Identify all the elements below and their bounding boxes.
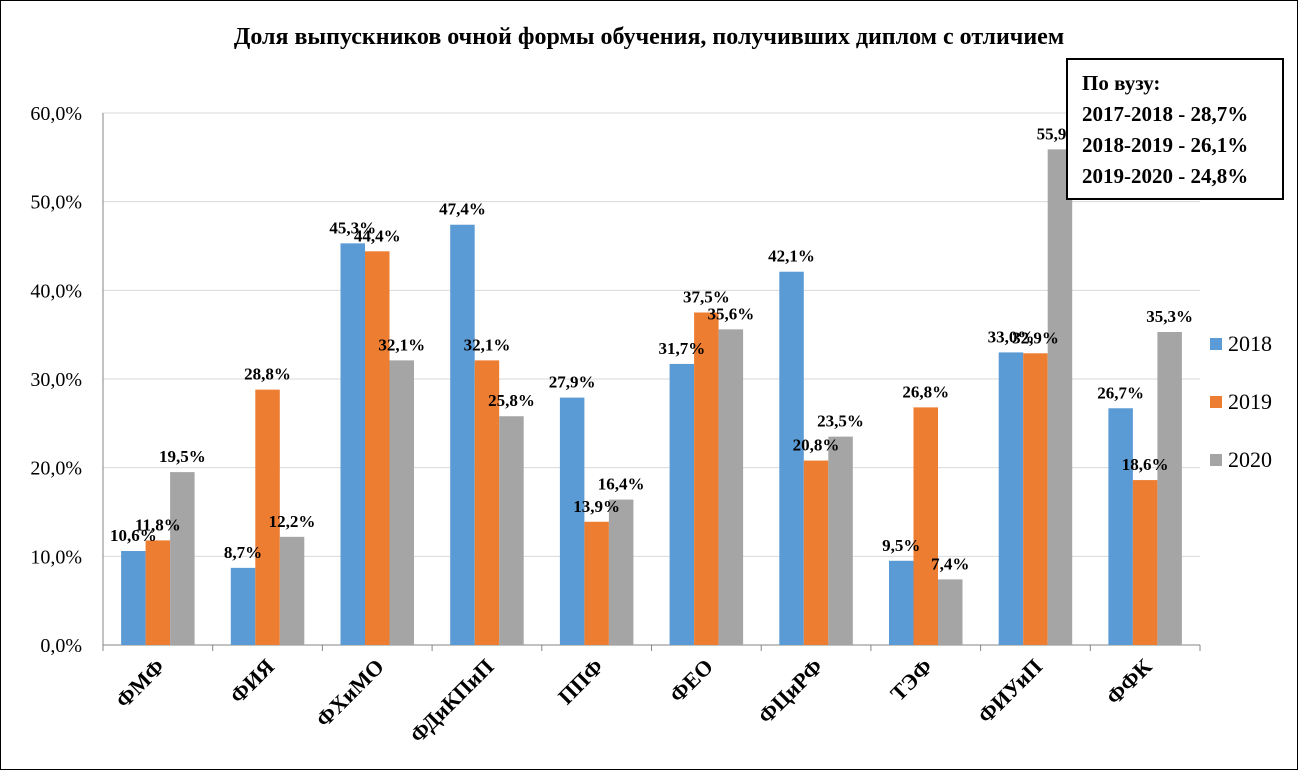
summary-line-2017-2018: 2017-2018 - 28,7% bbox=[1082, 102, 1249, 126]
bar-2018-7 bbox=[779, 271, 804, 645]
category-label: ФФК bbox=[1101, 654, 1157, 710]
legend-swatch-2018 bbox=[1210, 338, 1222, 350]
category-label: ФЦиРФ bbox=[753, 654, 828, 729]
category-label: ФМФ bbox=[111, 654, 170, 713]
y-tick-label: 50,0% bbox=[30, 192, 82, 214]
y-tick-label: 20,0% bbox=[30, 458, 82, 480]
data-label: 35,3% bbox=[1146, 307, 1193, 326]
legend-label-2020: 2020 bbox=[1228, 447, 1272, 472]
bar-2020-10 bbox=[1157, 332, 1182, 645]
bar-2020-3 bbox=[389, 360, 414, 645]
data-label: 35,6% bbox=[707, 304, 754, 323]
data-label: 32,1% bbox=[464, 335, 511, 354]
bar-2019-3 bbox=[365, 251, 390, 645]
bar-2020-7 bbox=[828, 436, 853, 645]
bar-2018-6 bbox=[669, 363, 695, 645]
bar-2019-9 bbox=[1023, 353, 1048, 645]
category-label: ФИУиП bbox=[973, 654, 1047, 728]
data-label: 28,8% bbox=[244, 365, 291, 384]
data-label: 25,8% bbox=[488, 391, 535, 410]
bar-2018-10 bbox=[1108, 408, 1133, 645]
y-tick-label: 60,0% bbox=[30, 103, 82, 125]
data-label: 27,9% bbox=[549, 373, 596, 392]
data-label: 20,8% bbox=[793, 436, 840, 455]
data-label: 19,5% bbox=[159, 447, 206, 466]
summary-line-2019-2020: 2019-2020 - 24,8% bbox=[1082, 164, 1249, 188]
data-label: 32,9% bbox=[1012, 328, 1059, 347]
legend-swatch-2020 bbox=[1210, 454, 1222, 466]
bar-2019-8 bbox=[913, 407, 938, 645]
bar-2018-3 bbox=[340, 243, 365, 645]
bar-2020-8 bbox=[938, 579, 963, 645]
bar-2019-1 bbox=[145, 540, 171, 645]
bar-2020-4 bbox=[499, 416, 524, 645]
category-label: ППФ bbox=[553, 654, 608, 709]
data-label: 18,6% bbox=[1122, 455, 1169, 474]
data-label: 11,8% bbox=[135, 515, 181, 534]
data-label: 26,8% bbox=[902, 382, 949, 401]
bar-2018-1 bbox=[121, 551, 146, 645]
data-label: 23,5% bbox=[817, 412, 864, 431]
summary-header: По вузу: bbox=[1082, 71, 1161, 95]
bar-2020-6 bbox=[718, 329, 744, 645]
bar-2019-4 bbox=[474, 360, 500, 645]
bar-2018-4 bbox=[450, 224, 475, 645]
bar-2020-1 bbox=[170, 472, 195, 645]
data-label: 7,4% bbox=[931, 554, 969, 573]
category-label: ФХиМО bbox=[311, 654, 389, 732]
data-label: 10,6% bbox=[110, 526, 157, 545]
legend-label-2018: 2018 bbox=[1228, 331, 1272, 356]
data-label: 31,7% bbox=[658, 339, 705, 358]
y-tick-label: 10,0% bbox=[30, 546, 82, 568]
chart-title: Доля выпускников очной формы обучения, п… bbox=[234, 24, 1064, 50]
bar-2019-7 bbox=[803, 460, 829, 645]
y-tick-label: 0,0% bbox=[40, 635, 82, 657]
bar-2020-5 bbox=[608, 499, 634, 645]
legend-swatch-2019 bbox=[1210, 396, 1222, 408]
legend-label-2019: 2019 bbox=[1228, 389, 1272, 414]
y-tick-label: 40,0% bbox=[30, 280, 82, 302]
data-label: 42,1% bbox=[768, 247, 815, 266]
category-label: ФИЯ bbox=[225, 654, 279, 708]
data-label: 44,4% bbox=[354, 226, 401, 245]
bar-2019-6 bbox=[694, 312, 719, 645]
data-label: 9,5% bbox=[882, 536, 920, 555]
bar-2018-9 bbox=[998, 352, 1024, 645]
university-summary-box: По вузу: 2017-2018 - 28,7% 2018-2019 - 2… bbox=[1066, 58, 1284, 200]
bar-2019-5 bbox=[584, 521, 609, 645]
data-label: 13,9% bbox=[573, 497, 620, 516]
bar-2019-2 bbox=[255, 389, 280, 645]
data-label: 45,3% bbox=[329, 218, 376, 237]
data-label: 12,2% bbox=[269, 512, 316, 531]
category-label: ФЕО bbox=[664, 654, 718, 708]
bar-2018-8 bbox=[889, 560, 914, 645]
bar-2018-5 bbox=[559, 397, 585, 645]
bar-2018-2 bbox=[230, 567, 256, 645]
data-label: 33,0% bbox=[988, 327, 1035, 346]
data-label: 37,5% bbox=[683, 288, 730, 307]
data-label: 8,7% bbox=[224, 543, 262, 562]
bar-2020-2 bbox=[279, 536, 305, 645]
data-label: 16,4% bbox=[598, 475, 645, 494]
category-label: ТЭФ bbox=[885, 654, 937, 706]
bar-2019-10 bbox=[1132, 480, 1158, 645]
data-label: 32,1% bbox=[378, 335, 425, 354]
category-label: ФДиКПиП bbox=[405, 654, 499, 748]
bar-2020-9 bbox=[1047, 149, 1073, 645]
summary-line-2018-2019: 2018-2019 - 26,1% bbox=[1082, 133, 1249, 157]
data-label: 26,7% bbox=[1097, 383, 1144, 402]
y-tick-label: 30,0% bbox=[30, 369, 82, 391]
data-label: 47,4% bbox=[439, 200, 486, 219]
